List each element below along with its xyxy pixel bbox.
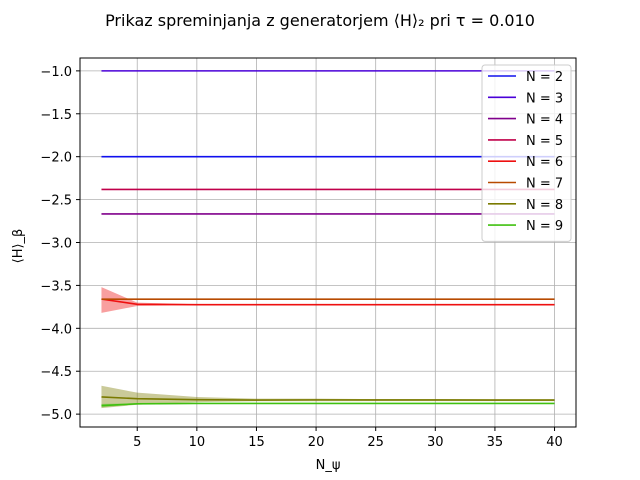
series-line (101, 396, 555, 401)
y-tick-label: −3.0 (40, 237, 72, 252)
x-tick-label: 30 (427, 435, 444, 450)
chart-title: Prikaz spreminjanja z generatorjem ⟨H⟩₂ … (105, 11, 535, 30)
y-tick-label: −4.0 (40, 322, 72, 337)
x-tick-label: 35 (487, 435, 504, 450)
legend-label: N = 9 (526, 219, 563, 234)
x-tick-label: 20 (308, 435, 325, 450)
y-tick-label: −5.0 (40, 408, 72, 423)
legend-box (481, 64, 572, 242)
y-tick-label: −1.5 (40, 108, 72, 123)
x-axis-label: N_ψ (316, 458, 341, 473)
x-tick-label: 15 (248, 435, 265, 450)
y-tick-label: −2.0 (40, 151, 72, 166)
legend-label: N = 4 (526, 113, 563, 128)
x-axis-ticks: 5 10 15 20 25 30 35 40 (133, 427, 563, 450)
y-tick-label: −1.0 (40, 65, 72, 80)
legend-label: N = 2 (526, 70, 563, 85)
legend-label: N = 3 (526, 91, 563, 106)
x-tick-label: 5 (133, 435, 141, 450)
series-line (101, 402, 555, 407)
y-axis-ticks: −1.0 −1.5 −2.0 −2.5 −3.0 −3.5 −4.0 −4.5 −5.0 (40, 65, 80, 423)
series-line (101, 298, 555, 306)
confidence-band (101, 385, 555, 409)
legend-label: N = 8 (526, 198, 563, 213)
legend: N = 2 N = 3 N = 4 N = 5 N = 6 N = 7 N = 8 N = 9 (481, 64, 572, 242)
legend-label: N = 6 (526, 155, 563, 170)
y-tick-label: −3.5 (40, 279, 72, 294)
y-tick-label: −2.5 (40, 194, 72, 209)
series-lines (101, 70, 555, 407)
x-tick-label: 10 (189, 435, 206, 450)
y-tick-label: −4.5 (40, 365, 72, 380)
legend-label: N = 7 (526, 177, 563, 192)
x-tick-label: 25 (367, 435, 384, 450)
legend-label: N = 5 (526, 134, 563, 149)
x-tick-label: 40 (546, 435, 563, 450)
y-axis-label: ⟨H⟩_β (11, 229, 26, 264)
